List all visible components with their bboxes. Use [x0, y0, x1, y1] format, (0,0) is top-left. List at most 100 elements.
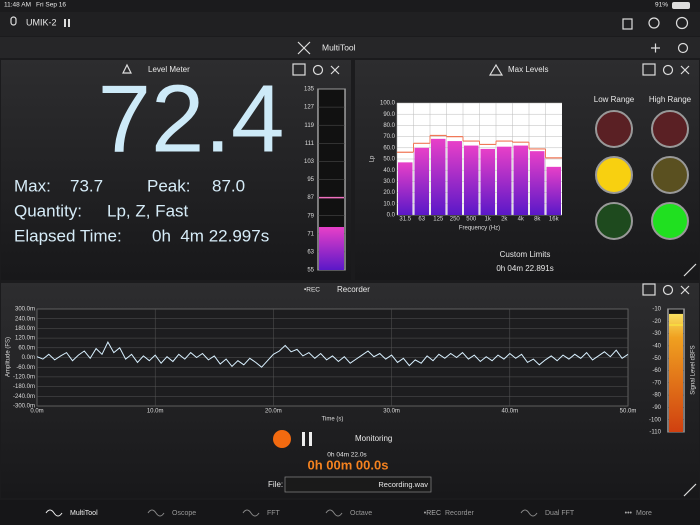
share-icon[interactable] [622, 18, 633, 30]
settings-icon[interactable] [662, 284, 674, 296]
peak-label: Peak: [147, 176, 190, 195]
pause-button[interactable] [302, 432, 305, 446]
y-tick-label: 240.0m [15, 316, 35, 322]
tab-label[interactable]: Recorder [445, 510, 474, 517]
y-axis-label: Amplitude (FS) [6, 337, 12, 377]
mic-icon[interactable] [10, 16, 17, 26]
info-icon[interactable] [675, 16, 689, 30]
waveform [36, 341, 629, 368]
close-icon[interactable] [680, 65, 690, 75]
file-field[interactable] [284, 476, 432, 493]
peak-value: 87.0 [212, 176, 245, 195]
tab-label[interactable]: Oscope [172, 510, 196, 517]
indicator-light [595, 202, 633, 240]
y-tick-label: -240.0m [13, 394, 35, 400]
pause-icon[interactable] [64, 19, 66, 27]
y-tick-label: 60.0 [383, 145, 395, 151]
x-tick-label: 0.0m [30, 409, 43, 415]
close-icon[interactable] [680, 285, 690, 295]
graph-icon[interactable] [292, 63, 306, 76]
tab-label[interactable]: FFT [267, 510, 281, 517]
bar [546, 166, 561, 215]
tab-label[interactable]: MultiTool [70, 510, 98, 517]
status-time: 11:48 AM [4, 2, 31, 9]
panel-title: Recorder [337, 285, 370, 294]
settings-icon[interactable] [662, 64, 674, 76]
tab-label[interactable]: More [636, 510, 652, 517]
status-date: Fri Sep 16 [36, 2, 66, 9]
x-tick-label: 125 [433, 217, 444, 223]
pause-icon [68, 19, 70, 27]
meter-tick-label: 79 [307, 213, 314, 219]
y-tick-label: 90.0 [383, 112, 395, 118]
indicator-light [651, 202, 689, 240]
y-tick-label: 80.0 [383, 123, 395, 129]
settings-icon[interactable] [677, 42, 689, 54]
indicator-light [595, 110, 633, 148]
x-tick-label: 8k [534, 217, 541, 223]
elapsed-label: Elapsed Time: [14, 226, 122, 245]
record-button[interactable] [273, 430, 291, 448]
flask-icon [122, 63, 132, 74]
custom-limits: Custom Limits [500, 250, 551, 259]
bar [398, 162, 413, 215]
graph-icon[interactable] [642, 283, 656, 296]
meter-tick-label: 87 [307, 195, 314, 201]
title-bar [0, 37, 700, 58]
app-title: MultiTool [322, 42, 356, 52]
bar [464, 145, 479, 215]
meter-tick-label: 111 [305, 141, 315, 147]
graph-icon[interactable] [642, 63, 656, 76]
meter-tick-label: 71 [307, 231, 314, 237]
y-tick-label: 40.0 [383, 168, 395, 174]
expand-icon[interactable] [683, 483, 697, 497]
meter-level [319, 227, 344, 270]
warning-icon [488, 63, 504, 76]
device-name[interactable]: UMIK-2 [26, 17, 57, 27]
tab-label[interactable]: Octave [350, 510, 372, 517]
x-tick-label: 10.0m [147, 409, 164, 415]
settings-icon[interactable] [648, 17, 660, 29]
meter-tick-label: 119 [304, 123, 314, 129]
counter: 0h 00m 00.0s [308, 457, 389, 472]
meter-tick-label: -100 [649, 417, 662, 423]
y-tick-label: 60.0m [18, 345, 35, 351]
bar [431, 138, 446, 215]
tab-icon: •REC [424, 510, 441, 517]
status-battery: 91% [655, 2, 668, 9]
bar [447, 141, 462, 215]
x-tick-label: 63 [418, 217, 425, 223]
x-axis-label: Time (s) [322, 417, 344, 423]
settings-icon[interactable] [312, 64, 324, 76]
max-value: 73.7 [70, 176, 103, 195]
x-tick-label: 4k [518, 217, 525, 223]
meter-tick-label: -70 [652, 380, 661, 386]
tab-label[interactable]: Dual FFT [545, 510, 575, 517]
tab-bar [0, 500, 700, 525]
close-icon[interactable] [330, 65, 340, 75]
y-tick-label: 70.0 [383, 134, 395, 140]
pause-button [309, 432, 312, 446]
bar [480, 148, 495, 215]
battery-icon [672, 2, 690, 9]
panel-title: Max Levels [508, 65, 548, 74]
y-tick-label: 20.0 [383, 190, 395, 196]
meter-tick-label: -10 [652, 307, 661, 313]
add-icon[interactable] [651, 43, 660, 53]
y-tick-label: 300.0m [15, 307, 35, 313]
meter-tick-label: -20 [652, 319, 661, 325]
x-tick-label: 250 [450, 217, 461, 223]
panel-title: Level Meter [148, 65, 190, 74]
quantity-label: Quantity: [14, 201, 82, 220]
y-tick-label: -60.0m [16, 365, 35, 371]
meter-tick-label: -90 [652, 405, 661, 411]
low-range-label: Low Range [594, 95, 635, 104]
expand-icon[interactable] [683, 263, 697, 277]
max-label: Max: [14, 176, 51, 195]
meter-tick-label: -60 [652, 368, 661, 374]
meter-tick-label: 55 [307, 268, 314, 274]
file-name[interactable]: Recording.wav [378, 480, 428, 489]
x-tick-label: 500 [466, 217, 477, 223]
indicator-light [651, 156, 689, 194]
meter-tick-label: 127 [304, 105, 315, 111]
